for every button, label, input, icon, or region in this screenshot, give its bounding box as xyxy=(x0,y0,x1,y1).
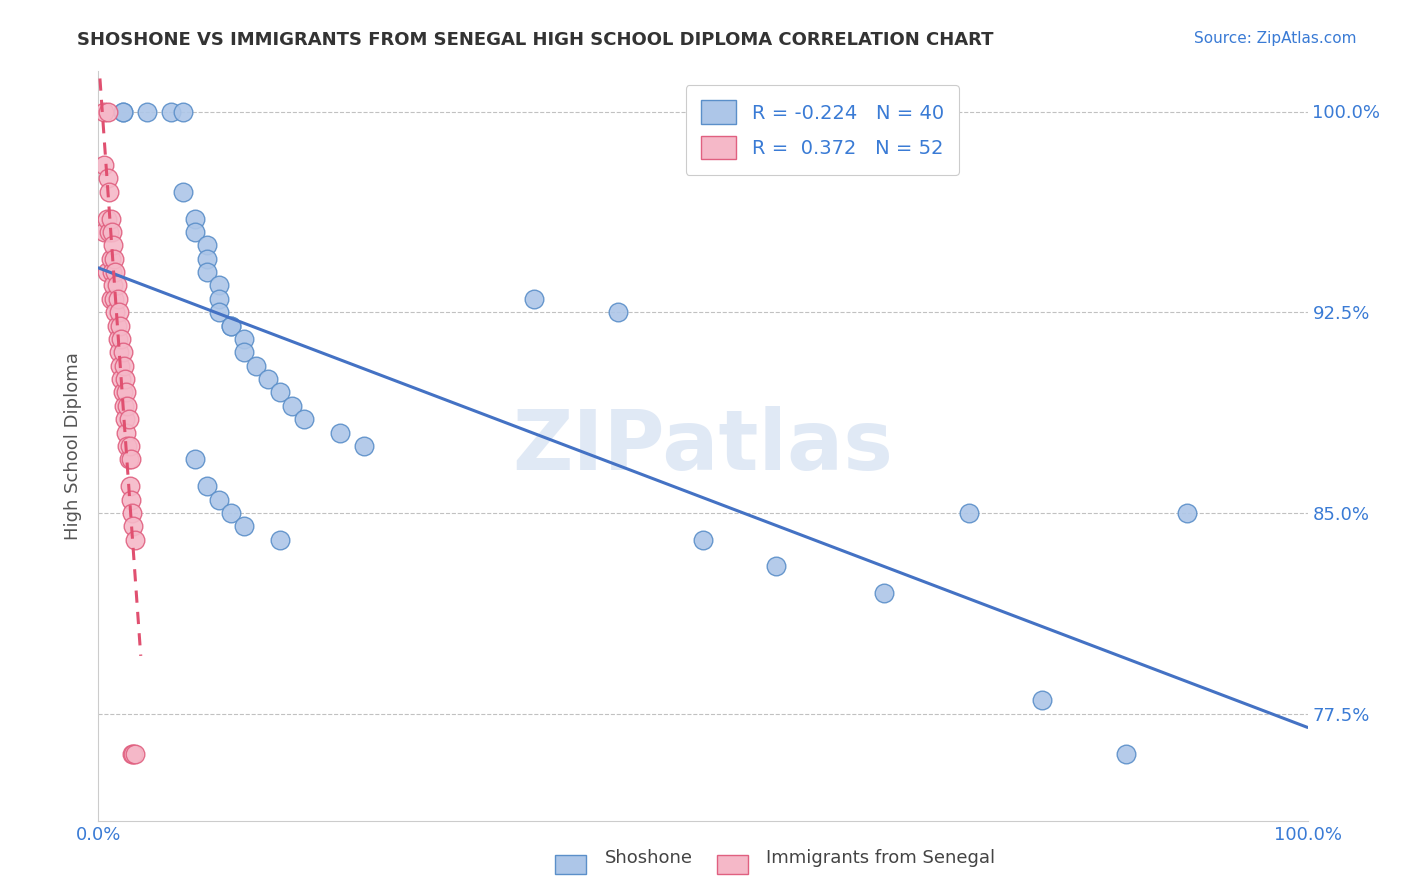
Point xyxy=(117,399,139,413)
Point xyxy=(115,385,138,400)
Point xyxy=(108,305,131,319)
Point xyxy=(101,278,124,293)
Legend: R = -0.224   N = 40, R =  0.372   N = 52: R = -0.224 N = 40, R = 0.372 N = 52 xyxy=(686,85,959,175)
Point xyxy=(172,104,194,119)
Point xyxy=(118,439,141,453)
Point xyxy=(105,318,128,333)
Text: Shoshone: Shoshone xyxy=(605,849,693,867)
Point xyxy=(221,318,243,333)
Point xyxy=(1175,506,1198,520)
Point xyxy=(98,225,121,239)
Text: Immigrants from Senegal: Immigrants from Senegal xyxy=(766,849,995,867)
Point xyxy=(103,292,125,306)
Point xyxy=(93,225,115,239)
Text: SHOSHONE VS IMMIGRANTS FROM SENEGAL HIGH SCHOOL DIPLOMA CORRELATION CHART: SHOSHONE VS IMMIGRANTS FROM SENEGAL HIGH… xyxy=(77,31,994,49)
Point xyxy=(184,452,207,467)
Point xyxy=(98,185,121,199)
Point xyxy=(135,104,157,119)
Point xyxy=(765,559,787,574)
Point xyxy=(1031,693,1053,707)
Point xyxy=(118,452,141,467)
Point xyxy=(281,399,304,413)
Point xyxy=(692,533,714,547)
Point xyxy=(100,225,122,239)
Point xyxy=(256,372,278,386)
Point xyxy=(124,533,146,547)
Point xyxy=(122,519,145,533)
Text: Source: ZipAtlas.com: Source: ZipAtlas.com xyxy=(1194,31,1357,46)
Point xyxy=(111,385,134,400)
Point xyxy=(100,265,122,279)
Point xyxy=(269,385,291,400)
Point xyxy=(329,425,352,440)
Point xyxy=(96,265,118,279)
Point xyxy=(111,345,134,359)
Point xyxy=(110,372,132,386)
Point xyxy=(523,292,546,306)
Point xyxy=(221,506,243,520)
Point xyxy=(107,332,129,346)
Point xyxy=(184,211,207,226)
Text: ZIPatlas: ZIPatlas xyxy=(513,406,893,486)
Point xyxy=(114,372,136,386)
Point xyxy=(120,452,142,467)
Point xyxy=(103,252,125,266)
Point xyxy=(104,265,127,279)
Point xyxy=(108,318,131,333)
Point xyxy=(232,345,254,359)
Point xyxy=(114,412,136,426)
Point xyxy=(118,412,141,426)
Point xyxy=(100,252,122,266)
Point xyxy=(172,185,194,199)
Point xyxy=(232,332,254,346)
Point xyxy=(110,332,132,346)
Point xyxy=(292,412,315,426)
Point xyxy=(160,104,183,119)
Y-axis label: High School Diploma: High School Diploma xyxy=(65,352,83,540)
Point xyxy=(112,359,135,373)
Point xyxy=(1115,747,1137,761)
Point xyxy=(184,225,207,239)
Point xyxy=(122,747,145,761)
Point xyxy=(96,211,118,226)
Point xyxy=(120,492,142,507)
Point xyxy=(121,506,143,520)
Point xyxy=(100,211,122,226)
Point xyxy=(195,265,218,279)
Point xyxy=(873,586,896,600)
Point xyxy=(108,345,131,359)
Point xyxy=(124,747,146,761)
Point xyxy=(607,305,630,319)
Point xyxy=(100,292,122,306)
Point xyxy=(208,292,231,306)
Point xyxy=(957,506,980,520)
Point xyxy=(97,104,120,119)
Point xyxy=(269,533,291,547)
Point xyxy=(208,305,231,319)
Point xyxy=(101,238,124,252)
Point xyxy=(353,439,375,453)
Point xyxy=(195,238,218,252)
Point xyxy=(232,519,254,533)
Point xyxy=(195,252,218,266)
Point xyxy=(111,104,134,119)
Point xyxy=(111,104,134,119)
Point xyxy=(245,359,267,373)
Point xyxy=(104,305,127,319)
Point xyxy=(112,399,135,413)
Point xyxy=(107,292,129,306)
Point xyxy=(208,492,231,507)
Point xyxy=(208,278,231,293)
Point xyxy=(93,158,115,172)
Point xyxy=(221,318,243,333)
Point xyxy=(115,425,138,440)
Point xyxy=(195,479,218,493)
Point xyxy=(121,747,143,761)
Point xyxy=(105,278,128,293)
Point xyxy=(93,104,115,119)
Point xyxy=(117,439,139,453)
Point xyxy=(97,171,120,186)
Point xyxy=(118,479,141,493)
Point xyxy=(108,359,131,373)
